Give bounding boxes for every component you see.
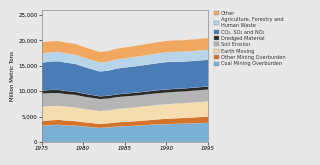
Y-axis label: Million Metric Tons: Million Metric Tons <box>11 51 15 101</box>
Legend: Other, Agriculture, Forestry and
Human Waste, CO₂, SO₂ and NO₂, Dredged Material: Other, Agriculture, Forestry and Human W… <box>214 11 286 66</box>
